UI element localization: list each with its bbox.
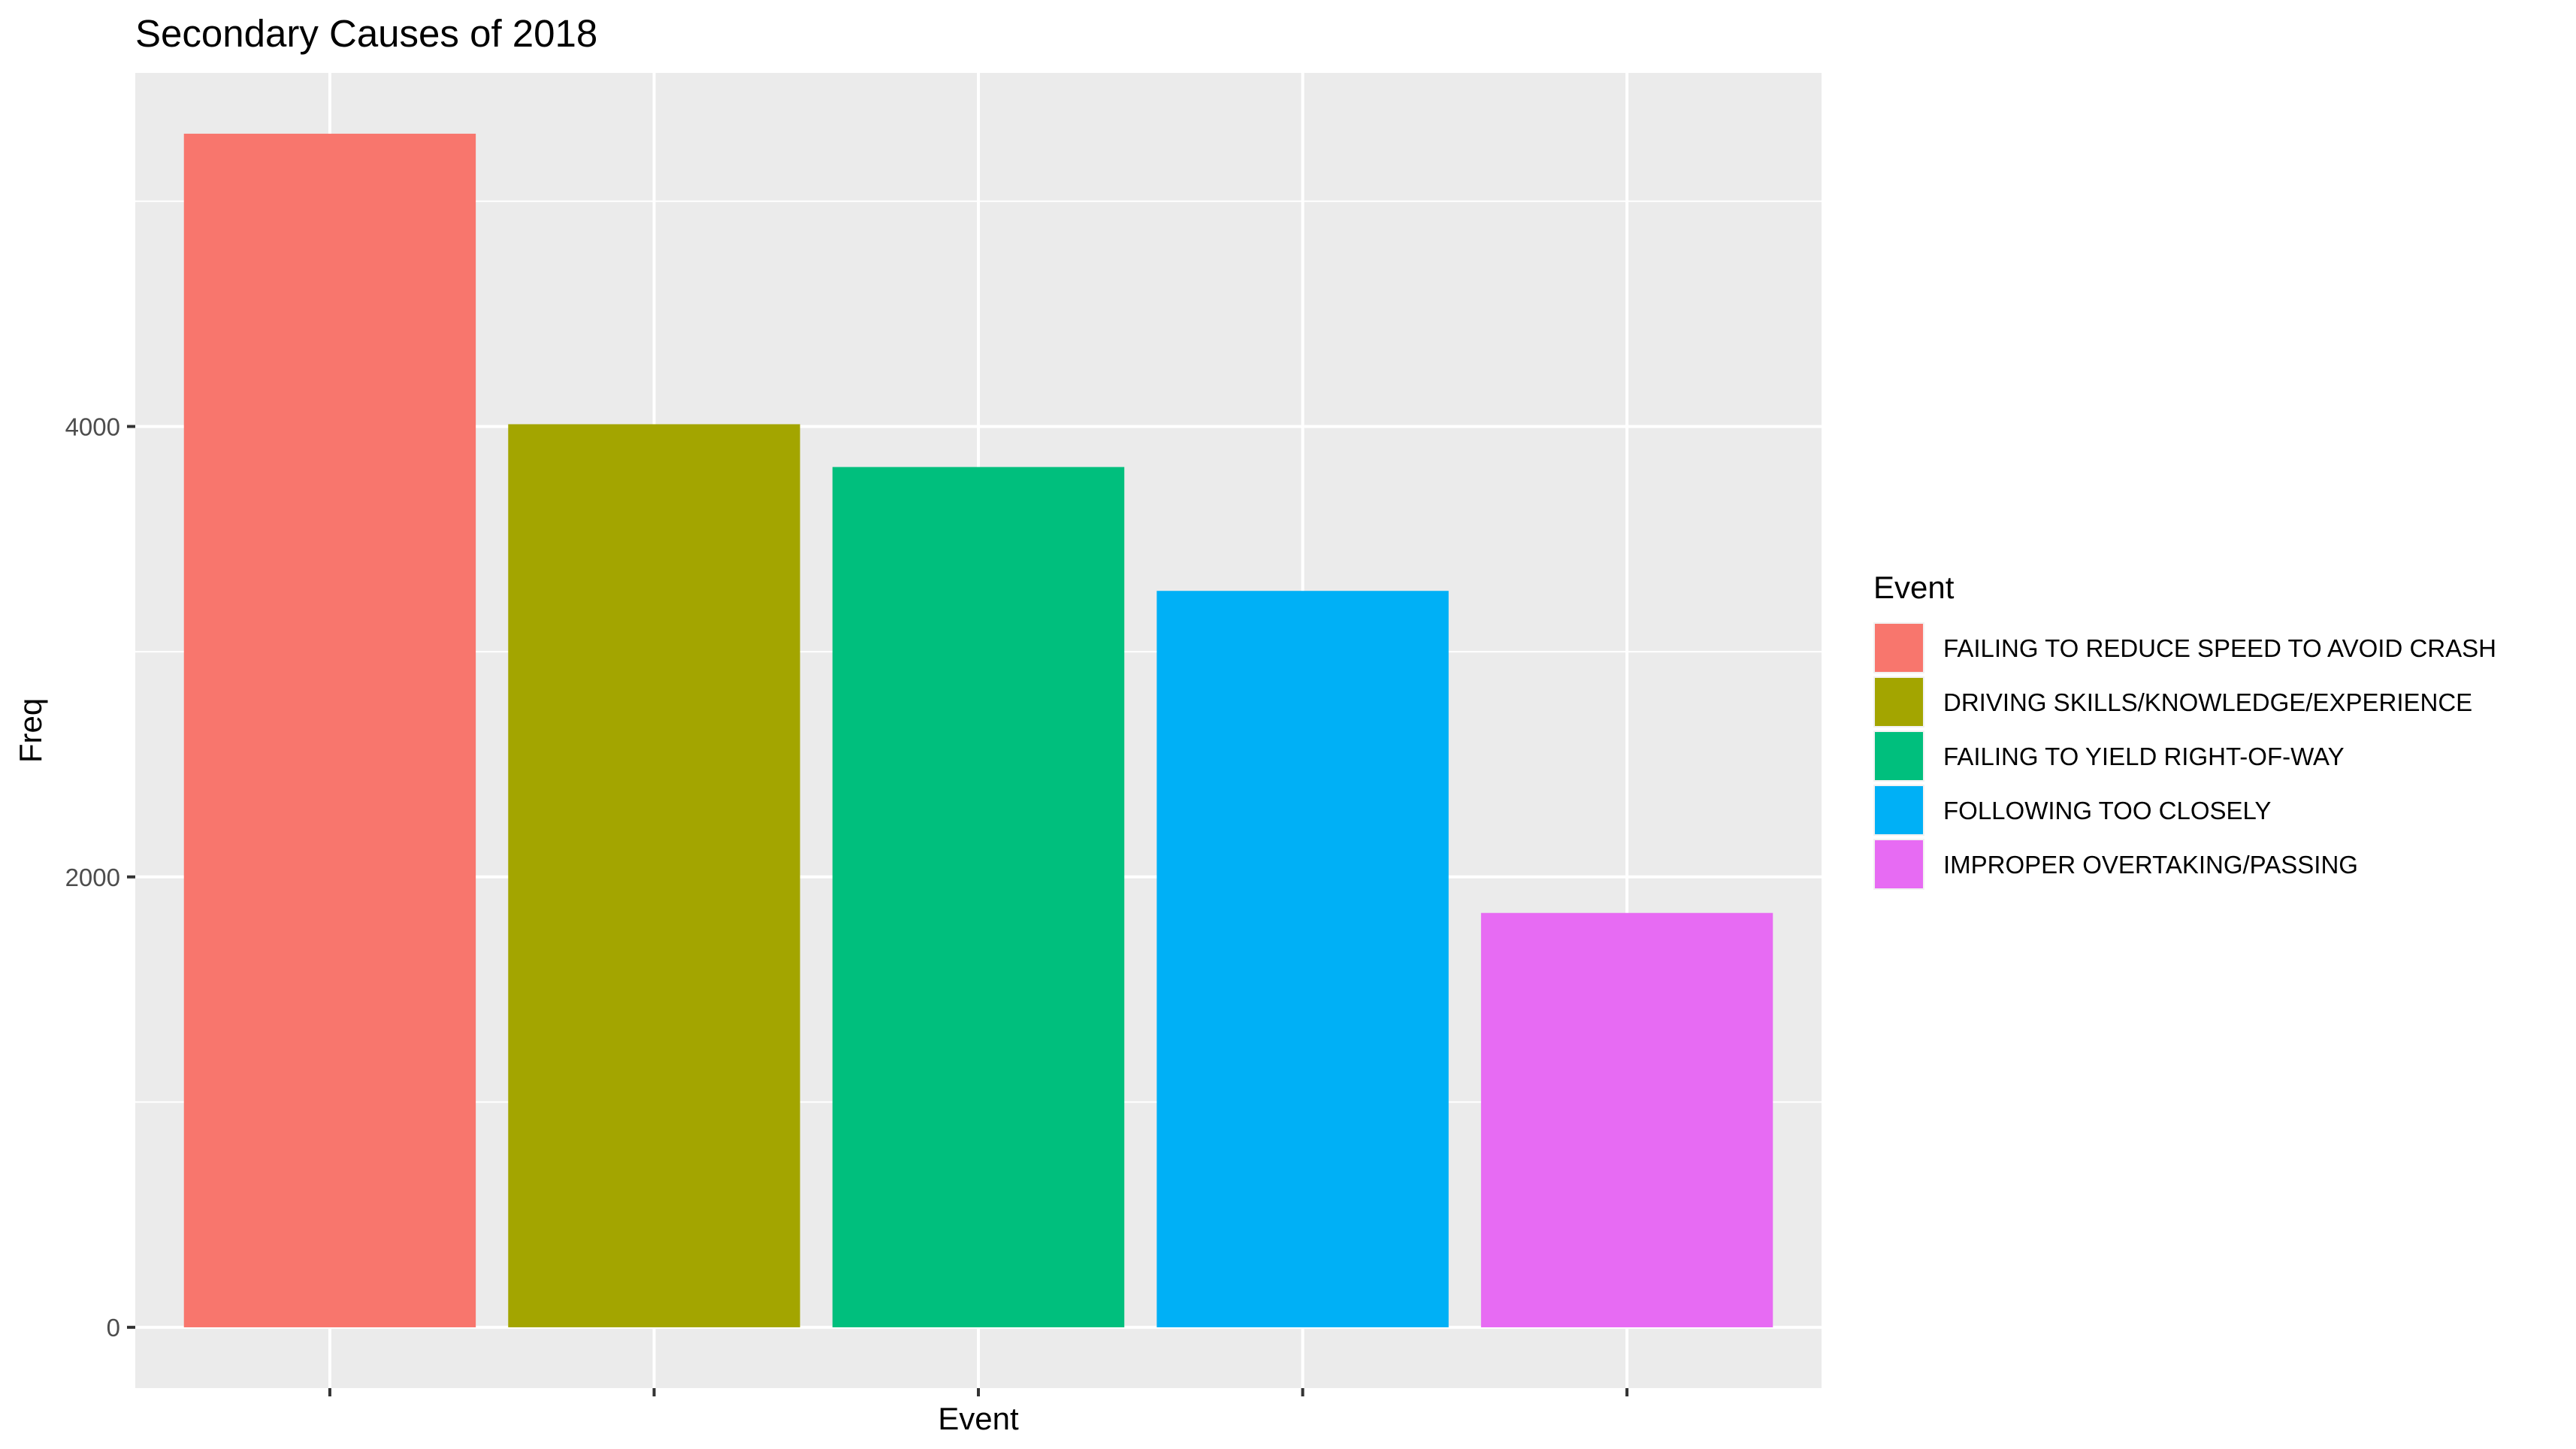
legend-title: Event bbox=[1873, 570, 1955, 605]
legend-key-swatch bbox=[1875, 678, 1923, 726]
legend-key-swatch bbox=[1875, 840, 1923, 888]
bar bbox=[183, 133, 476, 1328]
x-axis bbox=[328, 1388, 1629, 1396]
chart-title: Secondary Causes of 2018 bbox=[135, 12, 597, 55]
legend: Event FAILING TO REDUCE SPEED TO AVOID C… bbox=[1873, 570, 2496, 890]
legend-label: FOLLOWING TOO CLOSELY bbox=[1943, 797, 2271, 824]
bar bbox=[508, 424, 800, 1328]
y-axis: 0 2000 4000 bbox=[65, 413, 135, 1342]
legend-items: FAILING TO REDUCE SPEED TO AVOID CRASH DR… bbox=[1873, 622, 2496, 890]
legend-key-swatch bbox=[1875, 624, 1923, 672]
bar bbox=[1156, 591, 1449, 1328]
x-axis-title: Event bbox=[938, 1401, 1019, 1436]
bar bbox=[1480, 912, 1773, 1328]
legend-label: FAILING TO REDUCE SPEED TO AVOID CRASH bbox=[1943, 634, 2496, 662]
legend-label: IMPROPER OVERTAKING/PASSING bbox=[1943, 851, 2358, 879]
y-tick-label: 2000 bbox=[65, 864, 120, 891]
legend-label: DRIVING SKILLS/KNOWLEDGE/EXPERIENCE bbox=[1943, 688, 2472, 716]
legend-key-swatch bbox=[1875, 732, 1923, 780]
legend-key-swatch bbox=[1875, 786, 1923, 834]
y-axis-title: Freq bbox=[13, 698, 48, 763]
y-tick-label: 0 bbox=[107, 1314, 120, 1342]
bar bbox=[832, 467, 1125, 1328]
bars bbox=[183, 133, 1773, 1328]
y-tick-label: 4000 bbox=[65, 413, 120, 440]
legend-label: FAILING TO YIELD RIGHT-OF-WAY bbox=[1943, 743, 2345, 770]
